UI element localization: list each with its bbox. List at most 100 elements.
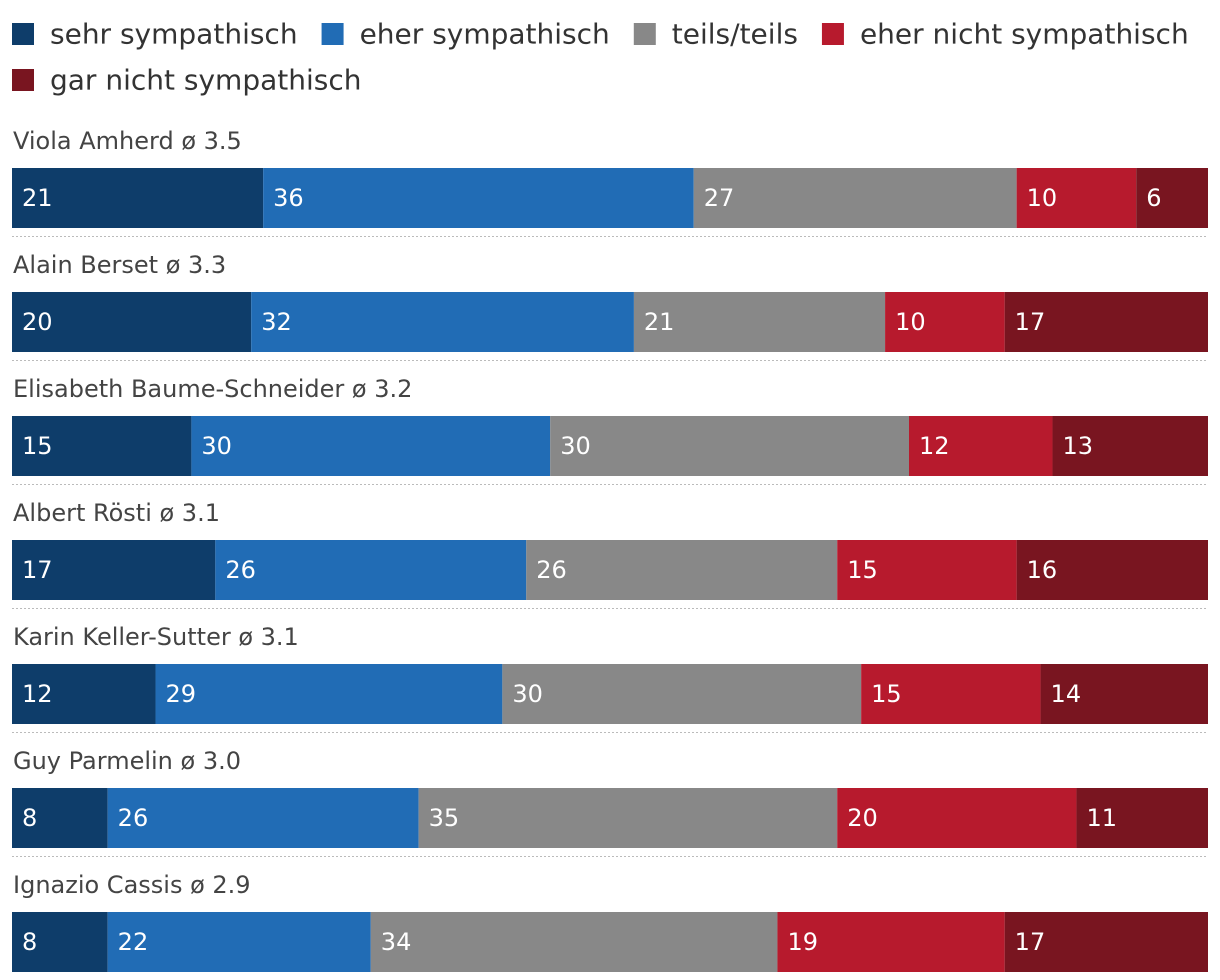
- bar-segment-eher-sympathisch: [191, 416, 551, 476]
- data-label: 14: [1051, 680, 1082, 708]
- bar-segment-eher-sympathisch: [251, 292, 634, 352]
- data-label: 13: [1063, 432, 1094, 460]
- data-label: 21: [644, 308, 675, 336]
- bar-row: Karin Keller-Sutter ø 3.1 12 29 30 15 14: [12, 623, 1208, 733]
- bar-segment-eher-sympathisch: [107, 912, 371, 972]
- data-label: 30: [512, 680, 543, 708]
- bar-row: Viola Amherd ø 3.5 21 36 27 10 6: [12, 127, 1208, 237]
- data-label: 10: [895, 308, 926, 336]
- bar-segment-sehr-sympathisch: [12, 912, 108, 972]
- legend-label: eher sympathisch: [360, 18, 610, 51]
- legend-label: teils/teils: [672, 18, 798, 51]
- bar-segment-eher-sympathisch: [107, 788, 419, 848]
- bar-row: Albert Rösti ø 3.1 17 26 26 15 16: [12, 499, 1208, 609]
- data-label: 30: [201, 432, 232, 460]
- row-label: Viola Amherd ø 3.5: [13, 127, 242, 155]
- data-label: 21: [22, 184, 53, 212]
- bar-segment-gar-nicht-sympathisch: [1136, 168, 1208, 228]
- bar-segment-gar-nicht-sympathisch: [1004, 912, 1208, 972]
- bar-row: Guy Parmelin ø 3.0 8 26 35 20 11: [12, 747, 1208, 857]
- row-label: Karin Keller-Sutter ø 3.1: [13, 623, 299, 651]
- bar-segment-sehr-sympathisch: [12, 416, 192, 476]
- bar-segment-teils-teils: [502, 664, 862, 724]
- data-label: 17: [1015, 308, 1046, 336]
- data-label: 26: [536, 556, 567, 584]
- bar-row: Elisabeth Baume-Schneider ø 3.2 15 30 30 12 1…: [12, 375, 1208, 485]
- legend-item-eher-nicht-sympathisch: eher nicht sympathisch: [821, 18, 1189, 51]
- legend-label: eher nicht sympathisch: [860, 18, 1189, 51]
- legend-item-teils-teils: teils/teils: [633, 18, 798, 51]
- legend-item-gar-nicht-sympathisch: gar nicht sympathisch: [12, 64, 362, 97]
- bar-segment-sehr-sympathisch: [12, 540, 216, 600]
- bar-segment-gar-nicht-sympathisch: [1016, 540, 1208, 600]
- data-label: 11: [1086, 804, 1117, 832]
- data-label: 26: [225, 556, 256, 584]
- bar-segment-gar-nicht-sympathisch: [1004, 292, 1208, 352]
- data-label: 26: [118, 804, 149, 832]
- data-label: 17: [22, 556, 53, 584]
- legend-label: sehr sympathisch: [50, 18, 298, 51]
- data-label: 12: [919, 432, 950, 460]
- bar-segment-teils-teils: [370, 912, 778, 972]
- bar-segment-sehr-sympathisch: [12, 664, 156, 724]
- legend-swatch: [12, 69, 34, 91]
- data-label: 16: [1027, 556, 1058, 584]
- row-label: Ignazio Cassis ø 2.9: [13, 871, 251, 899]
- bar-segment-sehr-sympathisch: [12, 292, 252, 352]
- data-label: 27: [704, 184, 735, 212]
- bar-segment-eher-nicht-sympathisch: [885, 292, 1005, 352]
- bar-segment-eher-sympathisch: [155, 664, 503, 724]
- data-label: 6: [1146, 184, 1161, 212]
- legend: sehr sympathisch eher sympathisch teils/te…: [12, 18, 1189, 97]
- bar-segment-eher-nicht-sympathisch: [837, 788, 1077, 848]
- legend-swatch: [633, 23, 656, 45]
- bar-segment-eher-sympathisch: [263, 168, 694, 228]
- data-label: 20: [22, 308, 53, 336]
- bar-row: Ignazio Cassis ø 2.9 8 22 34 19 17: [12, 871, 1208, 972]
- chart-rows: Viola Amherd ø 3.5 21 36 27 10 6 Alain Berset …: [12, 127, 1208, 972]
- data-label: 36: [273, 184, 304, 212]
- bar-segment-sehr-sympathisch: [12, 168, 264, 228]
- bar-segment-eher-nicht-sympathisch: [1016, 168, 1137, 228]
- data-label: 35: [429, 804, 460, 832]
- data-label: 29: [166, 680, 197, 708]
- bar-segment-eher-nicht-sympathisch: [837, 540, 1017, 600]
- row-label: Elisabeth Baume-Schneider ø 3.2: [13, 375, 412, 403]
- data-label: 22: [118, 928, 149, 956]
- legend-label: gar nicht sympathisch: [50, 64, 362, 97]
- data-label: 15: [22, 432, 53, 460]
- row-label: Alain Berset ø 3.3: [13, 251, 226, 279]
- bar-segment-teils-teils: [550, 416, 909, 476]
- legend-item-sehr-sympathisch: sehr sympathisch: [12, 18, 298, 51]
- legend-swatch: [821, 23, 844, 45]
- bar-segment-eher-nicht-sympathisch: [909, 416, 1053, 476]
- bar-segment-eher-nicht-sympathisch: [777, 912, 1005, 972]
- row-label: Albert Rösti ø 3.1: [13, 499, 220, 527]
- data-label: 8: [22, 928, 37, 956]
- bar-segment-teils-teils: [633, 292, 886, 352]
- data-label: 34: [381, 928, 412, 956]
- data-label: 17: [1015, 928, 1046, 956]
- bar-segment-eher-nicht-sympathisch: [861, 664, 1041, 724]
- data-label: 19: [787, 928, 818, 956]
- bar-segment-sehr-sympathisch: [12, 788, 108, 848]
- data-label: 20: [847, 804, 878, 832]
- bar-segment-gar-nicht-sympathisch: [1052, 416, 1208, 476]
- data-label: 12: [22, 680, 53, 708]
- data-label: 15: [847, 556, 878, 584]
- bar-segment-teils-teils: [526, 540, 838, 600]
- legend-swatch: [321, 23, 344, 45]
- legend-item-eher-sympathisch: eher sympathisch: [321, 18, 610, 51]
- bar-row: Alain Berset ø 3.3 20 32 21 10 17: [12, 251, 1208, 361]
- row-label: Guy Parmelin ø 3.0: [13, 747, 241, 775]
- bar-segment-teils-teils: [418, 788, 838, 848]
- data-label: 32: [261, 308, 292, 336]
- bar-segment-teils-teils: [693, 168, 1017, 228]
- bar-segment-eher-sympathisch: [215, 540, 527, 600]
- data-label: 15: [871, 680, 902, 708]
- legend-swatch: [12, 23, 34, 45]
- data-label: 10: [1027, 184, 1058, 212]
- data-label: 30: [560, 432, 591, 460]
- bar-segment-gar-nicht-sympathisch: [1076, 788, 1208, 848]
- bar-segment-gar-nicht-sympathisch: [1040, 664, 1208, 724]
